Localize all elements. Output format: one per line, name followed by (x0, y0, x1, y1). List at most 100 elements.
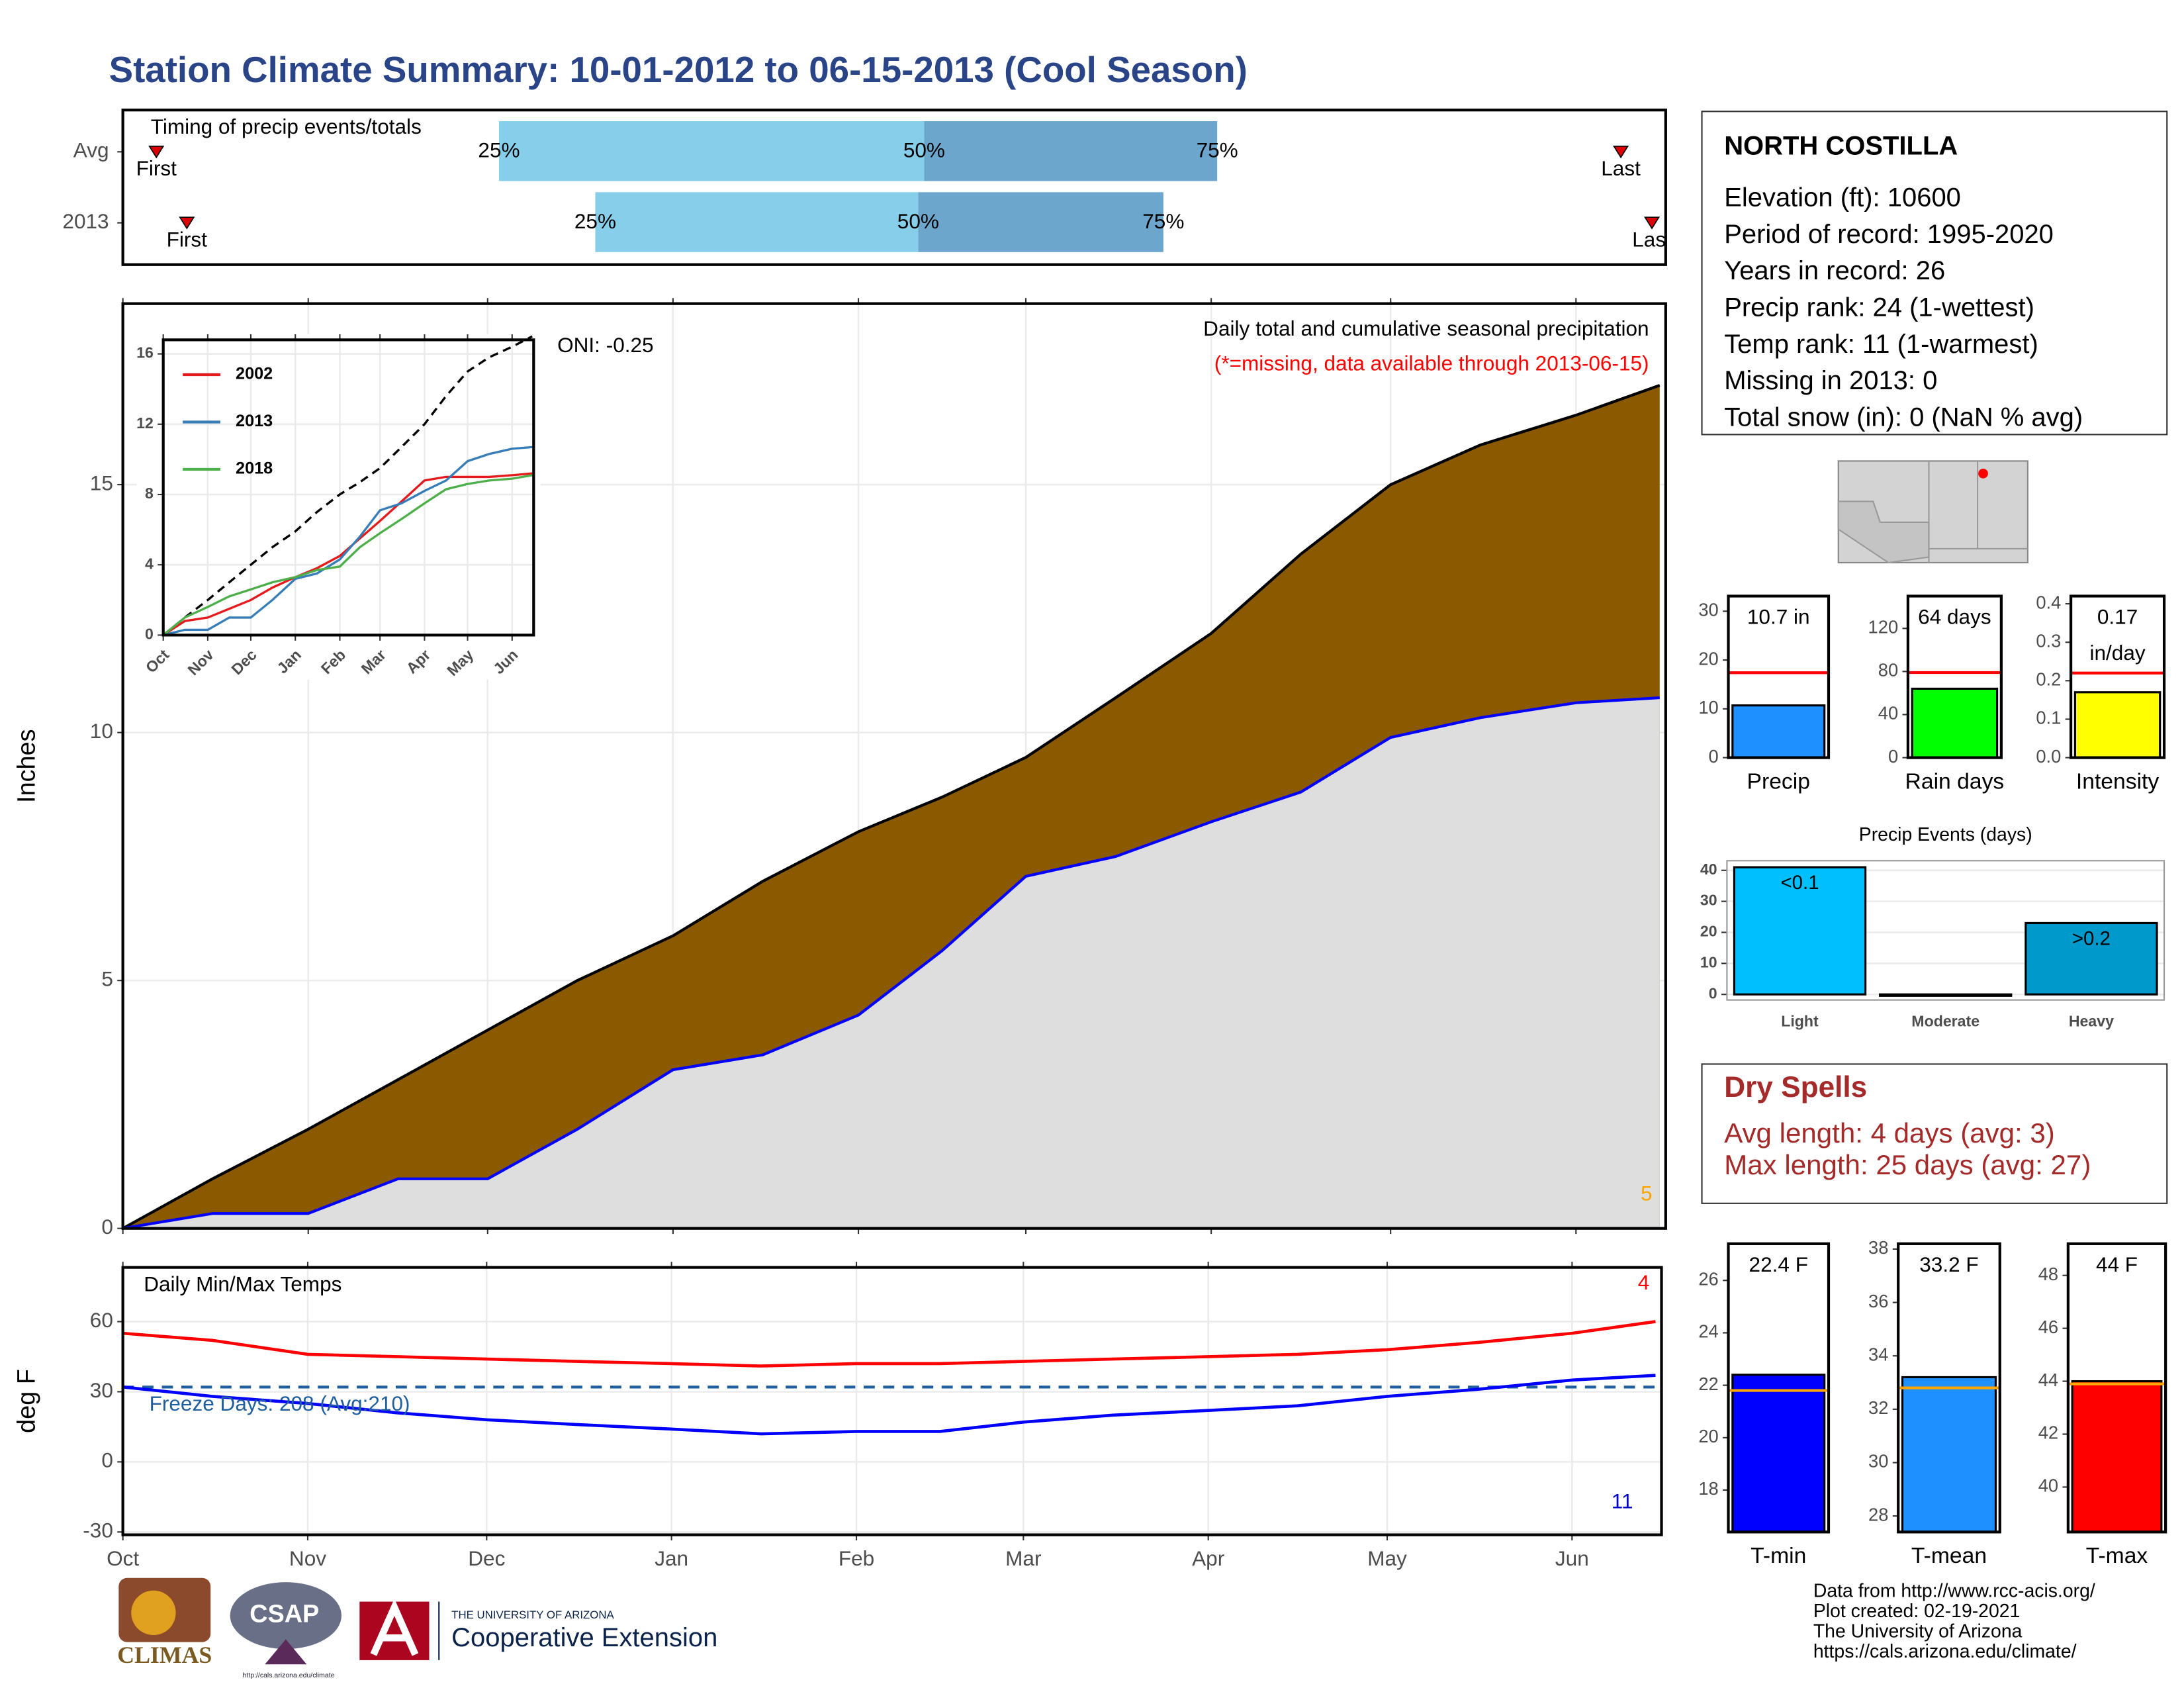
y-tick-label: 26 (1698, 1268, 1718, 1289)
ua-big: Cooperative Extension (451, 1623, 717, 1652)
x-tick-label: Moderate (1911, 1012, 1979, 1029)
panel-title: Daily Min/Max Temps (144, 1272, 341, 1295)
series-line (162, 474, 533, 636)
y-tick-label: 32 (1868, 1397, 1888, 1418)
x-tick-label: Oct (107, 1546, 139, 1570)
y-tick-label: 16 (136, 344, 154, 361)
gauge-bar (1911, 687, 1999, 759)
quartile-label: 25% (574, 209, 616, 233)
y-tick-label: -30 (83, 1519, 113, 1542)
plot-frame (2069, 594, 2166, 759)
plot-frame (121, 302, 1667, 1230)
category-label: T-max (2086, 1544, 2148, 1568)
gauge-bar (2073, 691, 2161, 759)
info-line: Precip rank: 24 (1-wettest) (1724, 293, 2034, 322)
y-tick-label: 30 (1700, 892, 1717, 909)
timing-marker (1644, 216, 1661, 230)
ua-small: THE UNIVERSITY OF ARIZONA (451, 1609, 614, 1621)
panel-title: Precip Events (days) (1859, 824, 2032, 845)
y-tick-label: 28 (1868, 1504, 1888, 1524)
y-tick-label: 0.1 (2036, 708, 2061, 728)
footer-line: Plot created: 02-19-2021 (1813, 1601, 2021, 1622)
plot-frame (121, 109, 1667, 266)
info-line: Elevation (ft): 10600 (1724, 183, 1961, 212)
value-label: >0.2 (2072, 927, 2111, 949)
y-tick-label: 0 (1709, 746, 1719, 767)
y-tick-label: 20 (1700, 923, 1717, 940)
y-tick-label: 10 (1700, 953, 1717, 970)
plot-frame (1727, 594, 1831, 759)
y-tick-label: 20 (1698, 648, 1718, 669)
y-tick-label: 0.2 (2036, 669, 2061, 690)
map (1837, 460, 2028, 564)
dry-title: Dry Spells (1724, 1071, 1867, 1103)
page-title: Station Climate Summary: 10-01-2012 to 0… (109, 49, 1248, 90)
info-line: Missing in 2013: 0 (1724, 366, 1937, 395)
dry-box (1701, 1063, 2168, 1204)
ua-letter (370, 1598, 419, 1656)
y-tick-label: 40 (1878, 703, 1898, 724)
series-line (122, 1320, 1656, 1368)
x-tick-label: Heavy (2069, 1012, 2114, 1029)
y-tick-label: 15 (90, 471, 113, 494)
timing-marker (1613, 146, 1629, 159)
info-line: Years in record: 26 (1724, 256, 1945, 285)
info-box (1701, 111, 2168, 436)
plot-frame (1906, 594, 2003, 759)
category-label: Intensity (2076, 769, 2160, 794)
timing-marker (148, 146, 165, 159)
y-tick-label: 22 (1698, 1374, 1718, 1394)
value-label: 0.17 (2097, 604, 2138, 628)
x-tick-label: Feb (839, 1546, 874, 1570)
marker-label: Last (1601, 156, 1641, 180)
y-tick-label: 36 (1868, 1291, 1888, 1311)
y-tick-label: 40 (2038, 1476, 2058, 1496)
x-tick-label: Light (1781, 1012, 1819, 1029)
category-label: Rain days (1905, 769, 2005, 794)
timeline-rows: 25% 50% 75% First Last 25% 50% 75% First Last (136, 121, 1672, 252)
gauge-bar (1731, 704, 1826, 759)
csap-cloud (230, 1582, 341, 1650)
marker-label: First (136, 156, 177, 180)
dry-line: Avg length: 4 days (avg: 3) (1724, 1117, 2055, 1149)
value-label: 22.4 F (1749, 1252, 1808, 1276)
csap-mountain (265, 1639, 307, 1665)
legend-label: 2018 (236, 459, 273, 478)
y-tick-label: 0.4 (2036, 592, 2061, 612)
plot-bg (163, 340, 534, 635)
cumulative-edge (122, 384, 1661, 1230)
y-tick-label: 42 (2038, 1423, 2058, 1443)
value-label: 33.2 F (1919, 1252, 1978, 1276)
y-tick-label: 120 (1868, 617, 1899, 637)
y-tick-label: 2013 (62, 209, 109, 233)
y-tick-label: 40 (1700, 861, 1717, 878)
marker-label: Last (1632, 227, 1672, 251)
dry-line: Max length: 25 days (avg: 27) (1724, 1149, 2091, 1180)
timing-bar (595, 192, 919, 252)
csap-logo: CSAP (250, 1601, 319, 1628)
y-tick-label: 0 (145, 626, 154, 643)
y-tick-label: 10 (90, 719, 113, 743)
y-tick-label: 0 (1888, 746, 1898, 767)
y-tick-label: 8 (145, 485, 154, 502)
quartile-label: 75% (1142, 209, 1184, 233)
timing-bar (498, 121, 925, 181)
quartile-label: 50% (903, 138, 945, 162)
y-tick-label: 34 (1868, 1344, 1888, 1364)
plot-frame (1727, 1242, 1831, 1534)
map-border (1928, 461, 2028, 563)
station-location (1978, 468, 1988, 479)
info-line: Temp rank: 11 (1-warmest) (1724, 330, 2038, 359)
category-label: Precip (1747, 769, 1810, 794)
value-label: <0.1 (1780, 872, 1819, 894)
y-tick-label: 24 (1698, 1321, 1718, 1342)
x-tick-label: Apr (1192, 1546, 1224, 1570)
footer-line: https://cals.arizona.edu/climate/ (1813, 1641, 2077, 1662)
timing-marker (179, 216, 195, 230)
gauge-bar (1731, 1374, 1826, 1533)
y-axis-title: deg F (13, 1369, 41, 1433)
y-tick-label: 0 (101, 1215, 113, 1239)
y-axis-title: Inches (13, 729, 41, 803)
y-tick-label: 48 (2038, 1264, 2058, 1284)
